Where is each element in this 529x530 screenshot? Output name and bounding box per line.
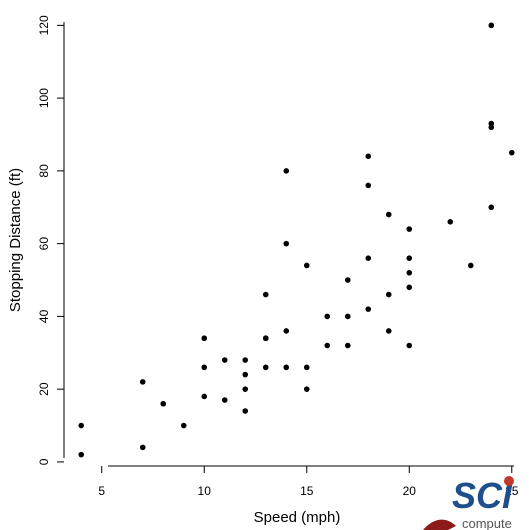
y-tick-label: 80 [37, 164, 51, 178]
data-point [201, 335, 208, 342]
y-axis-label: Stopping Distance (ft) [7, 168, 24, 312]
x-tick-label: 5 [98, 484, 105, 498]
x-axis-label: Speed (mph) [254, 509, 341, 526]
data-point [262, 335, 269, 342]
x-tick-label: 10 [198, 484, 212, 498]
data-point [242, 357, 249, 363]
x-tick-label: 20 [403, 484, 417, 498]
data-point [467, 262, 474, 269]
data-points [78, 22, 515, 458]
data-point [283, 240, 290, 247]
y-tick-label: 0 [37, 458, 51, 465]
data-point [365, 306, 372, 312]
data-point [262, 291, 269, 298]
data-point [139, 444, 146, 451]
logo-dot-icon [504, 476, 514, 486]
data-point [324, 342, 331, 349]
logo-text: SCI [452, 475, 513, 516]
data-point [406, 269, 413, 276]
data-point [385, 291, 392, 298]
data-point [242, 408, 249, 414]
data-point [365, 182, 372, 189]
data-point [344, 277, 351, 283]
data-point [242, 371, 249, 378]
data-point [160, 400, 167, 407]
data-point [488, 120, 495, 127]
data-point [447, 219, 454, 225]
y-tick-label: 20 [37, 382, 51, 396]
data-point [283, 328, 290, 334]
data-point [508, 149, 515, 156]
data-point [78, 451, 85, 458]
data-point [344, 313, 351, 320]
data-point [406, 284, 413, 291]
data-point [303, 386, 310, 392]
data-point [488, 22, 495, 29]
data-point [406, 342, 413, 349]
data-point [262, 364, 269, 371]
y-tick-label: 120 [37, 15, 51, 35]
data-point [242, 386, 249, 392]
y-tick-label: 40 [37, 309, 51, 323]
data-point [385, 211, 392, 218]
x-tick-label: 25 [505, 484, 519, 498]
data-point [488, 204, 495, 211]
data-point [365, 153, 372, 160]
data-point [139, 379, 146, 385]
x-ticks: 5 10 15 20 25 [98, 466, 519, 498]
y-tick-label: 100 [37, 88, 51, 108]
data-point [344, 342, 351, 349]
x-tick-label: 15 [300, 484, 314, 498]
data-point [406, 226, 413, 232]
data-point [324, 313, 331, 320]
logo-swoosh-icon [423, 519, 456, 530]
data-point [303, 262, 310, 269]
sci-logo: SCI compute [418, 470, 529, 530]
y-tick-label: 60 [37, 237, 51, 251]
data-point [201, 393, 208, 400]
data-point [303, 364, 310, 371]
data-point [78, 422, 85, 429]
data-point [406, 255, 413, 261]
data-point [180, 422, 187, 429]
data-point [365, 255, 372, 261]
data-point [201, 364, 208, 371]
data-point [221, 397, 228, 403]
y-ticks: 0 20 40 60 80 100 120 [37, 15, 64, 465]
data-point [283, 364, 290, 371]
data-point [221, 357, 228, 363]
data-point [385, 328, 392, 334]
logo-subtext: compute [462, 516, 512, 530]
data-point [283, 168, 290, 174]
